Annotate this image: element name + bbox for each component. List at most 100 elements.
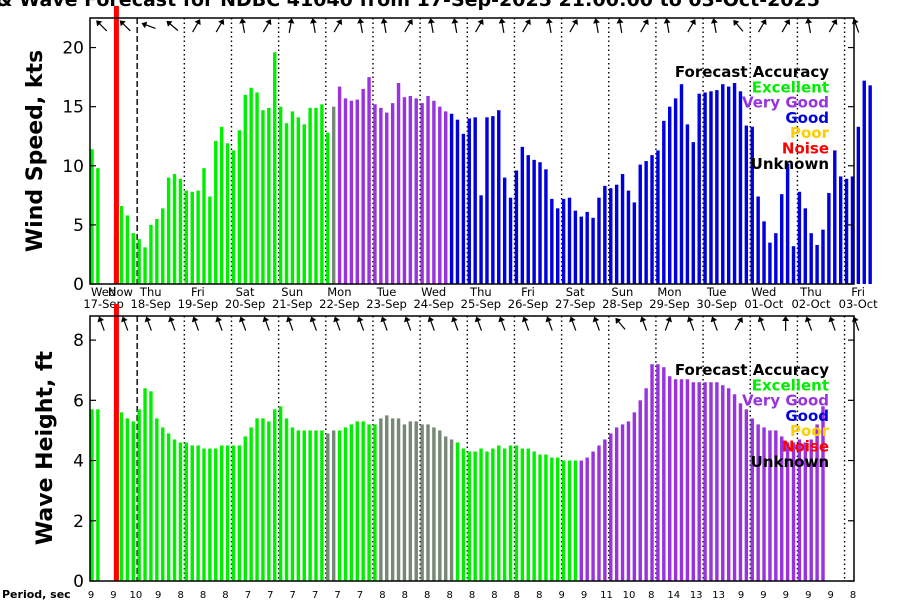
- bar-good: [461, 133, 466, 284]
- arrow-head: [592, 316, 600, 323]
- bar-good: [744, 125, 749, 285]
- bar-excellent: [131, 233, 135, 284]
- period-value: 9: [581, 590, 587, 600]
- bar-transition: [432, 427, 436, 581]
- bar-transition: [331, 106, 336, 285]
- arrow-head: [287, 18, 295, 24]
- bar-very-good: [797, 439, 802, 581]
- direction-arrow: [121, 316, 129, 331]
- legend-item-good: Good: [785, 407, 829, 425]
- direction-arrow: [357, 18, 365, 33]
- bar-excellent: [343, 427, 348, 581]
- bar-excellent: [355, 421, 359, 581]
- direction-arrow: [215, 316, 223, 331]
- direction-arrow: [238, 316, 247, 331]
- arrow-head: [760, 19, 767, 26]
- direction-arrow: [569, 19, 578, 33]
- bar-excellent: [184, 190, 189, 284]
- direction-arrow: [592, 316, 600, 331]
- arrow-head: [265, 19, 272, 26]
- period-label: Period, sec: [2, 588, 71, 600]
- bar-good: [508, 197, 513, 284]
- day-name: Thu: [799, 285, 822, 299]
- bar-very-good: [703, 382, 707, 581]
- bar-good: [815, 244, 819, 284]
- direction-arrow: [828, 316, 836, 331]
- direction-arrow: [758, 19, 767, 33]
- bar-good: [485, 117, 489, 284]
- bar-excellent: [161, 208, 165, 284]
- bar-transition: [326, 433, 330, 581]
- arrow-head: [757, 316, 765, 323]
- y-tick-label: 20: [62, 39, 84, 59]
- bar-excellent: [214, 448, 218, 581]
- bar-excellent: [149, 391, 153, 581]
- bar-excellent: [243, 436, 247, 581]
- bar-very-good: [668, 376, 672, 581]
- bar-excellent: [561, 460, 566, 581]
- bar-very-good: [337, 86, 342, 285]
- direction-arrow: [663, 18, 671, 33]
- bar-very-good: [726, 388, 731, 581]
- bar-excellent: [196, 445, 200, 581]
- bar-excellent: [96, 168, 100, 284]
- bar-excellent: [544, 454, 548, 581]
- period-value: 7: [267, 590, 273, 600]
- arrow-head: [238, 316, 246, 323]
- direction-arrow: [474, 316, 483, 331]
- y-tick-label: 15: [62, 98, 84, 118]
- bar-excellent: [538, 454, 542, 581]
- bar-transition: [379, 418, 383, 581]
- day-name: Wed: [91, 285, 116, 299]
- bar-excellent: [155, 218, 159, 284]
- bar-good: [685, 124, 690, 285]
- bar-very-good: [597, 445, 601, 581]
- bar-excellent: [219, 126, 224, 285]
- bar-excellent: [284, 418, 289, 581]
- bar-very-good: [756, 424, 760, 581]
- bar-very-good: [385, 112, 389, 284]
- day-date: 01-Oct: [744, 297, 783, 311]
- arrow-head: [524, 19, 531, 26]
- period-value: 14: [667, 590, 680, 600]
- direction-arrow: [569, 316, 577, 331]
- bar-good: [614, 184, 619, 284]
- arrow-head: [616, 18, 624, 24]
- day-name: Mon: [657, 285, 681, 299]
- y-tick-label: 6: [73, 391, 84, 411]
- direction-arrow: [333, 316, 341, 331]
- bar-excellent: [96, 409, 100, 581]
- bar-excellent: [556, 457, 560, 581]
- arrow-head: [686, 316, 694, 323]
- day-name: Sun: [281, 285, 303, 299]
- bar-good: [803, 208, 808, 284]
- bar-excellent: [125, 215, 130, 284]
- bar-excellent: [314, 430, 318, 581]
- bar-very-good: [780, 436, 784, 581]
- bar-good: [597, 197, 601, 284]
- direction-arrow: [687, 19, 696, 33]
- bar-excellent: [172, 174, 177, 284]
- bar-good: [762, 221, 766, 284]
- bar-good: [662, 120, 666, 284]
- bar-good: [561, 198, 566, 284]
- bar-very-good: [408, 96, 413, 284]
- arrow-head: [166, 20, 173, 27]
- arrow-head: [96, 20, 103, 27]
- bar-very-good: [821, 406, 825, 581]
- bar-transition: [420, 424, 424, 581]
- bar-excellent: [131, 421, 135, 581]
- bar-excellent: [90, 409, 94, 581]
- bar-excellent: [237, 130, 242, 284]
- arrow-head: [521, 316, 529, 323]
- bar-transition: [426, 424, 430, 581]
- bar-good: [644, 161, 648, 284]
- bar-good: [514, 170, 519, 284]
- arrow-head: [218, 19, 225, 26]
- direction-arrow: [286, 316, 294, 331]
- direction-arrow: [522, 19, 531, 33]
- direction-arrow: [427, 316, 435, 331]
- bar-excellent: [119, 205, 124, 284]
- bar-good: [780, 194, 784, 284]
- period-value: 13: [690, 590, 703, 600]
